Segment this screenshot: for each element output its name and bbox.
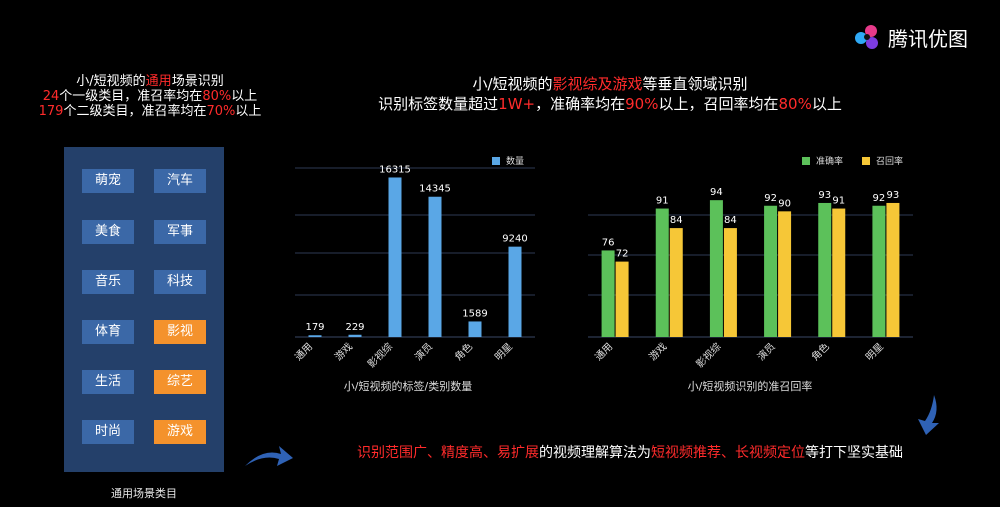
data-label: 72 xyxy=(616,249,629,260)
category-item: 美食 xyxy=(82,220,134,244)
bar xyxy=(832,208,846,337)
data-label: 90 xyxy=(778,198,791,209)
x-tick-label: 角色 xyxy=(452,340,475,363)
x-tick-label: 游戏 xyxy=(332,340,355,363)
category-item: 音乐 xyxy=(82,270,134,294)
category-panel: 萌宠 汽车 美食 军事 音乐 科技 体育 影视 生活 综艺 时尚 游戏 xyxy=(64,147,224,472)
category-item: 萌宠 xyxy=(82,169,134,193)
x-tick-label: 通用 xyxy=(292,341,315,364)
center-header-line1: 小/短视频的影视综及游戏等垂直领域识别 xyxy=(472,75,748,93)
category-item: 生活 xyxy=(82,370,134,394)
legend-label: 数量 xyxy=(506,155,524,167)
left-intro: 小/短视频的通用场景识别 24个一级类目，准召率均在80%以上 179个二级类目… xyxy=(20,74,280,119)
down-arrow-icon xyxy=(918,395,939,435)
right-arrow-icon xyxy=(245,446,293,466)
x-tick-label: 通用 xyxy=(593,341,616,364)
center-header: 小/短视频的影视综及游戏等垂直领域识别 识别标签数量超过1W+，准确率均在90%… xyxy=(330,74,890,114)
chart-title: 小/短视频的标签/类别数量 xyxy=(344,379,472,393)
x-tick-label: 演员 xyxy=(412,340,435,363)
tag-count-chart: 179 通用 229 游戏 16315 影视综 14345 演员 1589 角色 9240 明星 数量小… xyxy=(292,155,535,393)
x-tick-label: 演员 xyxy=(754,340,777,363)
data-label: 14345 xyxy=(419,184,451,195)
category-item-highlighted: 综艺 xyxy=(154,370,206,394)
data-label: 93 xyxy=(887,190,900,201)
bar xyxy=(308,335,322,337)
x-tick-label: 角色 xyxy=(809,340,832,363)
data-label: 9240 xyxy=(502,234,527,245)
bar xyxy=(601,250,615,337)
data-label: 94 xyxy=(710,187,723,198)
data-label: 84 xyxy=(670,215,683,226)
bar xyxy=(818,202,832,337)
data-label: 229 xyxy=(345,322,364,333)
bar xyxy=(669,228,683,337)
chart-title: 小/短视频识别的准召回率 xyxy=(688,379,813,393)
category-item: 体育 xyxy=(82,320,134,344)
data-label: 1589 xyxy=(462,308,487,319)
legend-swatch xyxy=(802,157,810,165)
category-item-highlighted: 游戏 xyxy=(154,420,206,444)
data-label: 91 xyxy=(656,196,669,207)
category-item: 时尚 xyxy=(82,420,134,444)
logo-text: 腾讯优图 xyxy=(888,26,968,51)
bar xyxy=(428,196,442,337)
category-item: 汽车 xyxy=(154,169,206,193)
bar xyxy=(655,208,669,337)
legend-label: 召回率 xyxy=(876,155,903,167)
bar xyxy=(388,177,402,337)
category-item: 军事 xyxy=(154,220,206,244)
legend-swatch xyxy=(492,157,500,165)
x-tick-label: 影视综 xyxy=(365,340,395,370)
data-label: 76 xyxy=(602,237,615,248)
bar xyxy=(778,211,792,337)
summary-statement: 识别范围广、精度高、易扩展的视频理解算法为短视频推荐、长视频定位等打下坚实基础 xyxy=(357,445,903,461)
x-tick-label: 游戏 xyxy=(646,340,669,363)
bar xyxy=(764,205,778,337)
bar xyxy=(886,202,900,337)
x-tick-label: 明星 xyxy=(863,341,886,364)
data-label: 84 xyxy=(724,215,737,226)
data-label: 179 xyxy=(305,322,324,333)
category-panel-caption: 通用场景类目 xyxy=(111,487,177,500)
logo: 腾讯优图 xyxy=(852,22,968,52)
data-label: 91 xyxy=(832,196,845,207)
x-tick-label: 明星 xyxy=(492,341,515,364)
bar xyxy=(468,321,482,337)
data-label: 93 xyxy=(818,190,831,201)
category-item: 科技 xyxy=(154,270,206,294)
legend-swatch xyxy=(862,157,870,165)
left-intro-line3: 179个二级类目，准召率均在70%以上 xyxy=(38,104,262,119)
bar xyxy=(723,228,737,337)
tencent-youtu-logo-icon xyxy=(855,25,878,49)
center-header-line2: 识别标签数量超过1W+，准确率均在90%以上，召回率均在80%以上 xyxy=(378,95,842,113)
left-intro-line1: 小/短视频的通用场景识别 xyxy=(76,74,224,89)
data-label: 92 xyxy=(764,193,777,204)
bar xyxy=(508,246,522,337)
data-label: 92 xyxy=(873,193,886,204)
bar xyxy=(709,200,723,337)
bar xyxy=(872,205,886,337)
bar xyxy=(615,261,629,337)
x-tick-label: 影视综 xyxy=(693,340,723,370)
legend-label: 准确率 xyxy=(816,155,843,167)
left-intro-line2: 24个一级类目，准召率均在80%以上 xyxy=(42,89,258,104)
category-item-highlighted: 影视 xyxy=(154,320,206,344)
data-label: 16315 xyxy=(379,164,411,175)
bar xyxy=(348,334,362,337)
